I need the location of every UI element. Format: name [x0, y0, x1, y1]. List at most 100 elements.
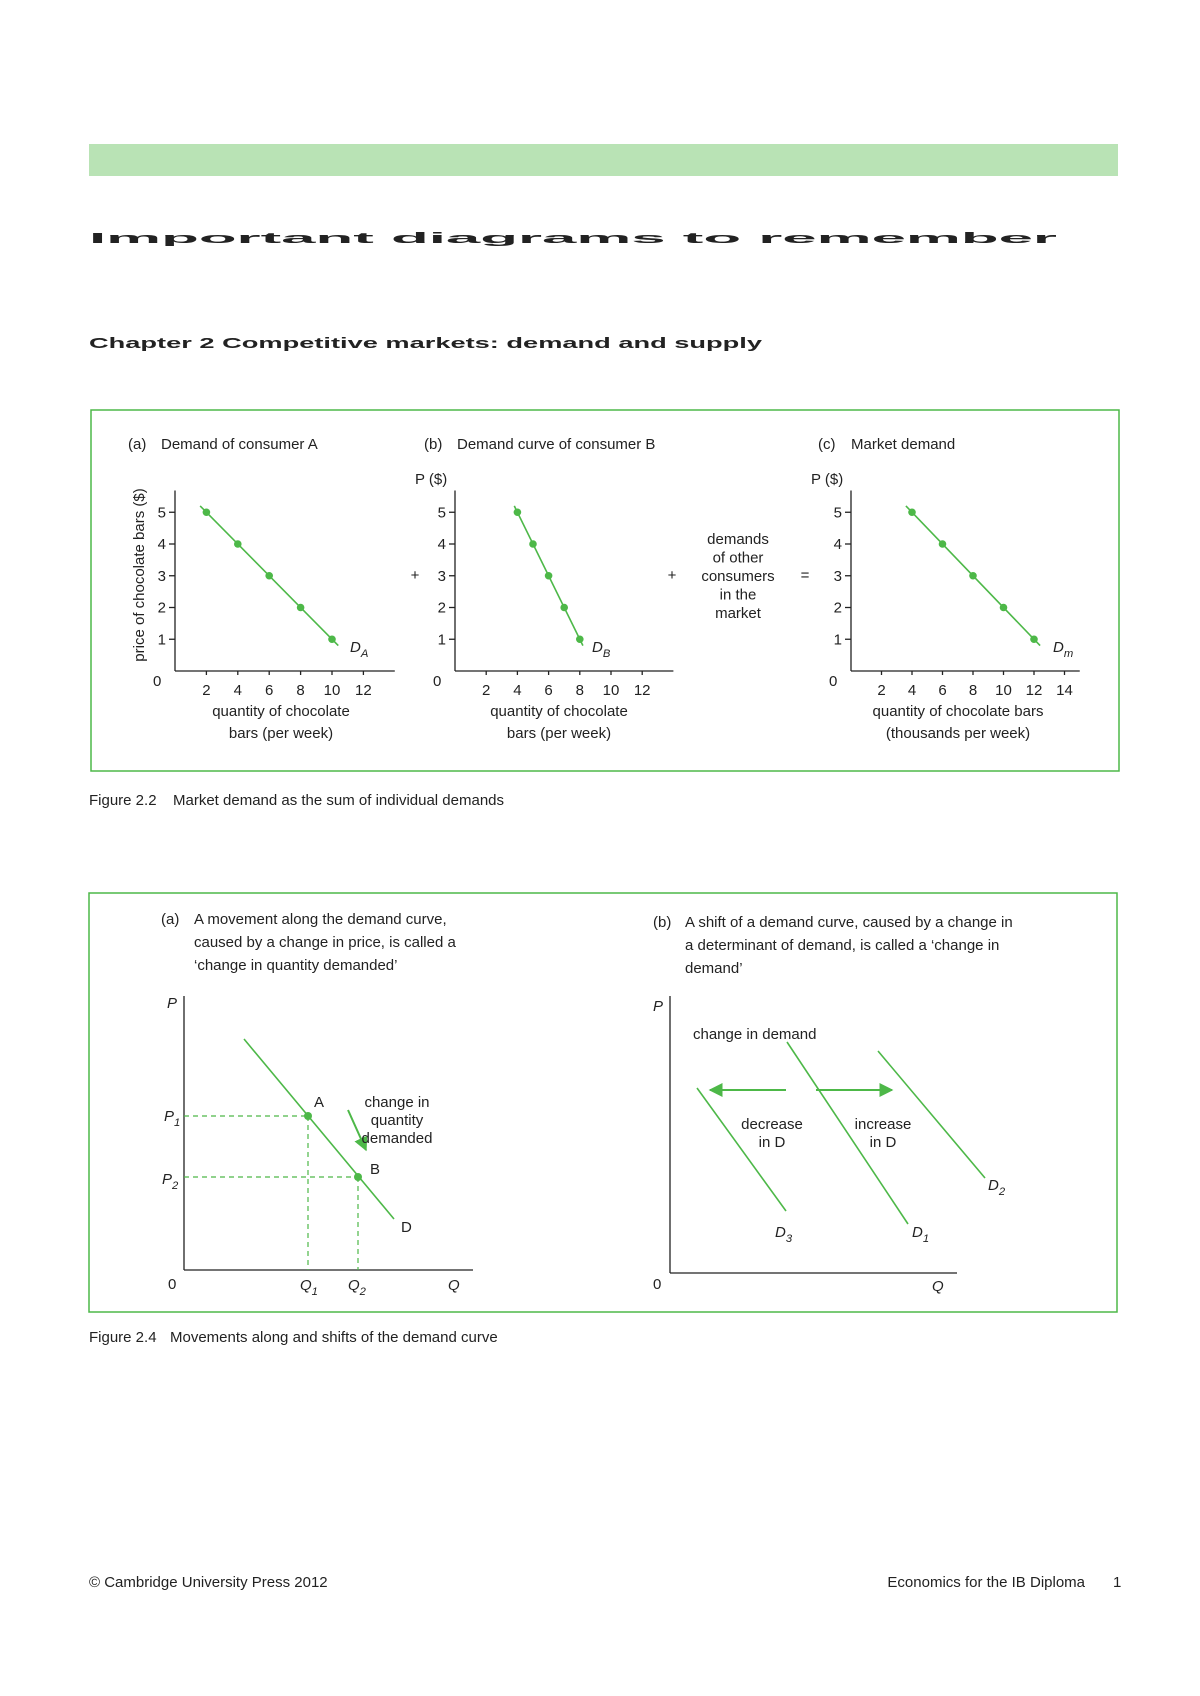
header-band [89, 144, 1118, 176]
y-tick-label: 2 [834, 600, 842, 617]
panel-title: demand’ [685, 960, 743, 977]
shift-note: decrease [741, 1116, 803, 1133]
panel-letter: (a) [128, 436, 146, 453]
x-tick-label: 8 [969, 682, 977, 699]
panel-title: a determinant of demand, is called a ‘ch… [685, 937, 999, 954]
shift-note: in D [759, 1134, 786, 1151]
x-tick-label: 2 [877, 682, 885, 699]
data-point [908, 508, 916, 517]
curve-label: Dm [1053, 639, 1073, 660]
y-tick-label: 3 [834, 568, 842, 585]
curve-label-main: D [912, 1224, 923, 1241]
panel-letter: (b) [653, 914, 671, 931]
price-label: P1 [164, 1108, 180, 1129]
curve-label: DB [592, 639, 611, 660]
price-label-main: P [162, 1171, 172, 1188]
curve-label: D1 [912, 1224, 929, 1245]
x-axis-label: quantity of chocolate bars [873, 703, 1044, 720]
shift-note: increase [855, 1116, 912, 1133]
heading: change in demand [693, 1026, 816, 1043]
y-axis-label: price of chocolate bars ($) [131, 488, 148, 661]
x-tick-label: 10 [324, 682, 341, 699]
panel-letter: (b) [424, 436, 442, 453]
curve-label-sub: 2 [998, 1186, 1006, 1198]
data-point [560, 603, 568, 612]
y-tick-label: 5 [834, 504, 842, 521]
data-point [296, 603, 305, 612]
curve-label-main: D [775, 1224, 786, 1241]
book-title: Economics for the IB Diploma [887, 1574, 1085, 1591]
other-demands: market [715, 605, 762, 622]
curve-label-main: D [988, 1177, 999, 1194]
data-point [999, 603, 1008, 612]
page-number: 1 [1113, 1574, 1121, 1591]
point [354, 1173, 362, 1181]
curve-label-sub: 1 [923, 1233, 929, 1245]
operator: = [801, 567, 810, 584]
panel-title: caused by a change in price, is called a [194, 934, 456, 951]
panel-title: Demand of consumer A [161, 436, 318, 453]
figure-label: Figure 2.2 [89, 792, 157, 809]
note: change in [364, 1094, 429, 1111]
data-point [513, 508, 522, 517]
demand-curve [786, 1041, 909, 1225]
x-tick-label: 6 [938, 682, 946, 699]
curve-label: D2 [988, 1177, 1006, 1198]
price-label-sub: 2 [171, 1180, 179, 1192]
movement-arrow [347, 1109, 368, 1152]
x-tick-label: 6 [265, 682, 273, 699]
quantity-label: Q2 [348, 1277, 367, 1298]
x-axis-label: bars (per week) [507, 725, 611, 742]
y-tick-label: 1 [158, 631, 166, 648]
origin-label: 0 [168, 1276, 176, 1293]
panel-letter: (c) [818, 436, 836, 453]
data-point [328, 635, 336, 644]
demand-curve [696, 1087, 787, 1212]
other-demands: in the [720, 587, 757, 604]
quantity-label-main: Q [300, 1277, 312, 1294]
y-tick-label: 4 [834, 536, 842, 553]
other-demands: of other [713, 550, 764, 567]
x-tick-label: 10 [995, 682, 1012, 699]
data-point [969, 571, 977, 580]
figure-label: Figure 2.4 [89, 1329, 157, 1346]
origin-label: 0 [653, 1276, 661, 1293]
x-tick-label: 2 [202, 682, 210, 699]
x-axis-label: quantity of chocolate [490, 703, 628, 720]
y-tick-label: 3 [158, 568, 166, 585]
other-demands: demands [707, 531, 769, 548]
curve-label: D [401, 1219, 412, 1236]
figure-box [88, 892, 1118, 1313]
copyright: © Cambridge University Press 2012 [89, 1574, 328, 1591]
data-point [234, 540, 242, 548]
curve-label: D3 [775, 1224, 793, 1245]
point-label: A [314, 1094, 324, 1111]
y-tick-label: 1 [834, 631, 842, 648]
axis-label: Q [448, 1277, 460, 1294]
x-axis-label: quantity of chocolate [212, 703, 350, 720]
y-tick-label: 5 [438, 504, 446, 521]
axis-label: Q [932, 1278, 944, 1295]
data-point [529, 540, 537, 548]
curve-label-sub: A [360, 648, 369, 660]
x-axis-label: bars (per week) [229, 725, 333, 742]
x-tick-label: 4 [234, 682, 242, 699]
quantity-label: Q1 [300, 1277, 318, 1298]
figure-caption: Market demand as the sum of individual d… [173, 792, 504, 809]
curve-label-main: D [592, 639, 603, 656]
panel-title: Market demand [851, 436, 955, 453]
operator: + [668, 567, 677, 584]
x-tick-label: 6 [544, 682, 552, 699]
curve-label-main: D [350, 639, 361, 656]
curve-label-main: D [1053, 639, 1064, 656]
price-label-main: P [164, 1108, 174, 1125]
figure-box [90, 409, 1120, 772]
axis-label: P [653, 998, 663, 1015]
data-point [938, 540, 947, 548]
x-axis-label: (thousands per week) [886, 725, 1030, 742]
data-point [576, 635, 584, 644]
x-tick-label: 4 [908, 682, 916, 699]
data-point [202, 508, 211, 517]
